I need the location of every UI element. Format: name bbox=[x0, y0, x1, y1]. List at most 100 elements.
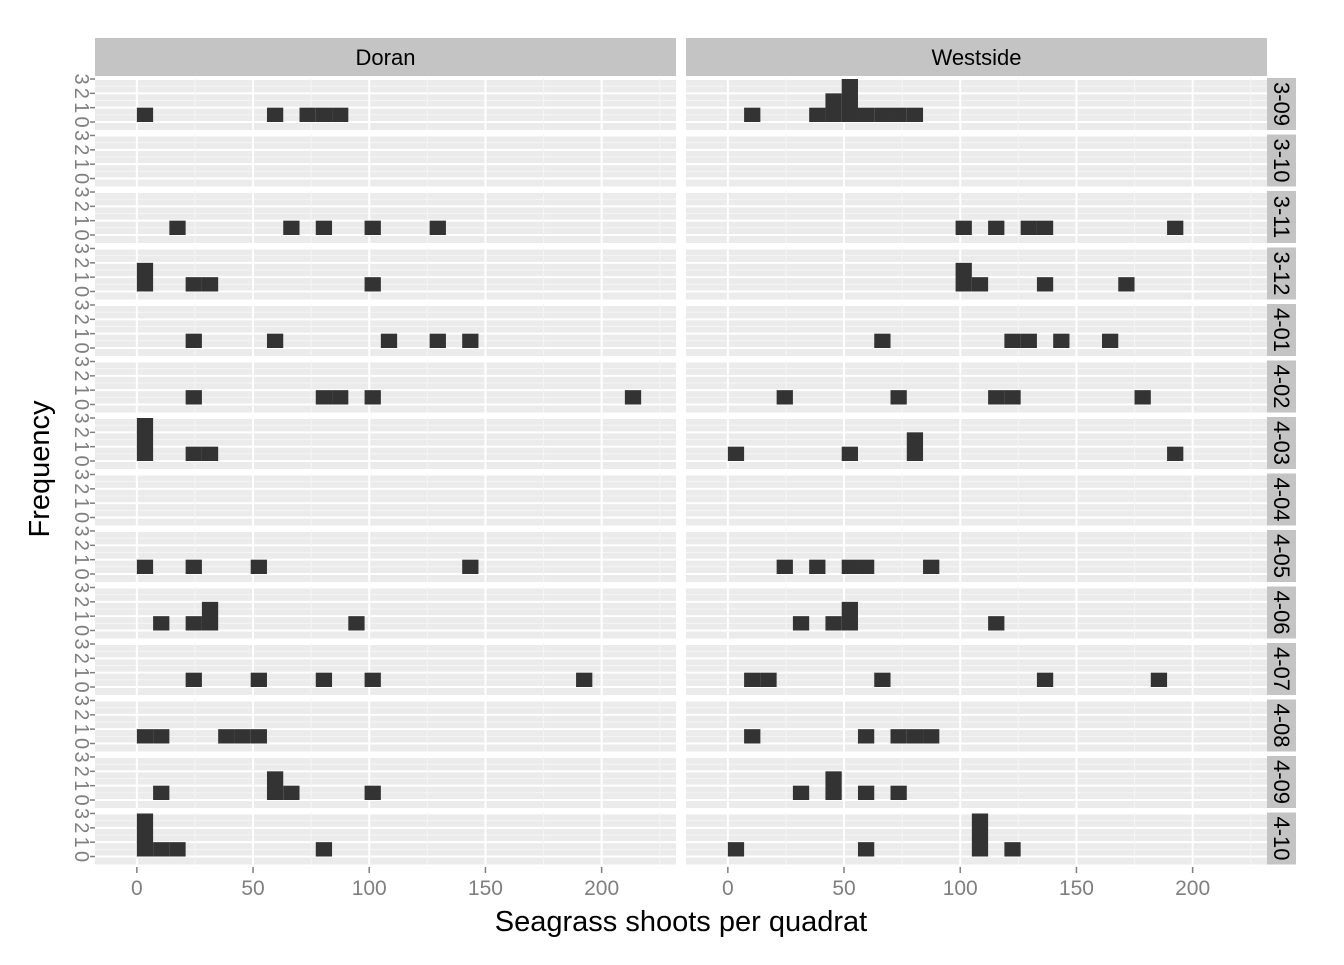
histogram-bar bbox=[744, 107, 761, 122]
histogram-bar bbox=[201, 446, 219, 461]
row-strip-label: 3-10 bbox=[1269, 138, 1294, 182]
histogram-bar bbox=[266, 771, 284, 800]
facet-panel bbox=[686, 78, 1267, 130]
histogram-bar bbox=[364, 220, 381, 235]
histogram-bar bbox=[744, 729, 761, 744]
y-tick-label: 3 bbox=[70, 582, 92, 593]
y-tick-label: 2 bbox=[70, 427, 92, 438]
histogram-bar bbox=[841, 601, 858, 631]
row-strip-bg bbox=[1267, 530, 1296, 582]
histogram-bar bbox=[299, 107, 316, 122]
y-tick-label: 3 bbox=[70, 469, 92, 480]
histogram-bar bbox=[429, 333, 446, 348]
facet-panel bbox=[686, 247, 1267, 300]
histogram-bar bbox=[890, 729, 907, 744]
histogram-bar bbox=[857, 729, 875, 744]
x-tick-label: 200 bbox=[584, 877, 619, 900]
histogram-bar bbox=[988, 220, 1005, 235]
y-tick-label: 3 bbox=[70, 73, 92, 84]
facet-panel bbox=[95, 586, 676, 639]
histogram-bar bbox=[727, 446, 745, 461]
x-tick-label: 0 bbox=[131, 877, 143, 900]
histogram-bar bbox=[890, 390, 907, 405]
histogram-bar bbox=[971, 813, 989, 857]
y-tick-label: 2 bbox=[70, 370, 92, 381]
histogram-bar bbox=[250, 672, 267, 687]
y-tick-label: 0 bbox=[70, 455, 92, 466]
y-tick-label: 2 bbox=[70, 201, 92, 212]
y-tick-label: 2 bbox=[70, 88, 92, 99]
histogram-bar bbox=[1167, 446, 1184, 461]
axes-layer: 0 1 2 3 0 1 2 3 0 1 2 3 0 1 2 3 0 1 2 3 0 1 2 3 0 1 2 3 0 1 2 3 0 1 2 3 0 1 2 3… bbox=[70, 73, 1210, 900]
y-tick-label: 1 bbox=[70, 385, 92, 396]
y-tick-label: 1 bbox=[70, 159, 92, 170]
y-tick-label: 0 bbox=[70, 625, 92, 636]
y-tick-label: 1 bbox=[70, 837, 92, 848]
histogram-bar bbox=[136, 559, 154, 574]
facet-panel bbox=[95, 417, 676, 469]
x-tick-label: 100 bbox=[943, 877, 978, 900]
histogram-bar bbox=[576, 672, 593, 687]
histogram-bar bbox=[153, 616, 170, 631]
y-tick-label: 2 bbox=[70, 653, 92, 664]
x-tick-label: 0 bbox=[722, 877, 734, 900]
histogram-bar bbox=[727, 842, 745, 857]
y-tick-label: 1 bbox=[70, 611, 92, 622]
row-strip-label: 4-08 bbox=[1269, 703, 1294, 747]
histogram-bar bbox=[809, 107, 826, 122]
y-tick-label: 1 bbox=[70, 215, 92, 226]
row-strip-label: 4-07 bbox=[1269, 647, 1294, 691]
row-strip-label: 4-03 bbox=[1269, 421, 1294, 465]
row-strip-label: 4-10 bbox=[1269, 816, 1294, 860]
histogram-bar bbox=[250, 729, 267, 744]
y-tick-label: 3 bbox=[70, 525, 92, 536]
y-tick-label: 2 bbox=[70, 596, 92, 607]
row-strip-bg bbox=[1267, 304, 1296, 356]
row-strip-bg bbox=[1267, 586, 1296, 639]
histogram-bar bbox=[315, 842, 333, 857]
histogram-bar bbox=[185, 390, 202, 405]
facet-panel bbox=[95, 304, 676, 356]
histogram-bar bbox=[234, 729, 251, 744]
facet-panel bbox=[95, 699, 676, 752]
y-tick-label: 0 bbox=[70, 342, 92, 353]
facet-panel bbox=[95, 756, 676, 808]
row-strip-bg bbox=[1267, 812, 1296, 865]
histogram-bar bbox=[348, 616, 365, 631]
y-tick-label: 2 bbox=[70, 822, 92, 833]
y-tick-label: 1 bbox=[70, 102, 92, 113]
histogram-bar bbox=[136, 107, 154, 122]
facet-panel bbox=[686, 586, 1267, 639]
y-tick-label: 3 bbox=[70, 412, 92, 423]
y-tick-label: 0 bbox=[70, 738, 92, 749]
histogram-bar bbox=[153, 785, 170, 800]
histogram-bar bbox=[906, 107, 924, 122]
histogram-bar bbox=[364, 390, 381, 405]
y-tick-label: 3 bbox=[70, 243, 92, 254]
histogram-bar bbox=[218, 729, 235, 744]
column-strip-bg bbox=[686, 38, 1267, 76]
y-tick-label: 3 bbox=[70, 130, 92, 141]
y-tick-label: 2 bbox=[70, 257, 92, 268]
histogram-bar bbox=[841, 446, 858, 461]
histogram-bar bbox=[841, 559, 858, 574]
histogram-bar bbox=[380, 333, 398, 348]
histogram-bar bbox=[283, 220, 300, 235]
facet-panel bbox=[95, 78, 676, 130]
y-tick-label: 3 bbox=[70, 356, 92, 367]
facet-panel bbox=[686, 530, 1267, 582]
histogram-bar bbox=[185, 446, 202, 461]
histogram-bar bbox=[760, 672, 777, 687]
histogram-bar bbox=[332, 390, 349, 405]
histogram-bar bbox=[1053, 333, 1070, 348]
histogram-bar bbox=[1004, 842, 1021, 857]
y-tick-label: 3 bbox=[70, 299, 92, 310]
y-tick-label: 1 bbox=[70, 498, 92, 509]
column-strip-label: Doran bbox=[356, 45, 416, 70]
histogram-bar bbox=[1004, 390, 1021, 405]
y-tick-label: 0 bbox=[70, 851, 92, 862]
x-tick-label: 100 bbox=[352, 877, 387, 900]
facet-panel bbox=[95, 530, 676, 582]
facet-panel bbox=[686, 134, 1267, 187]
